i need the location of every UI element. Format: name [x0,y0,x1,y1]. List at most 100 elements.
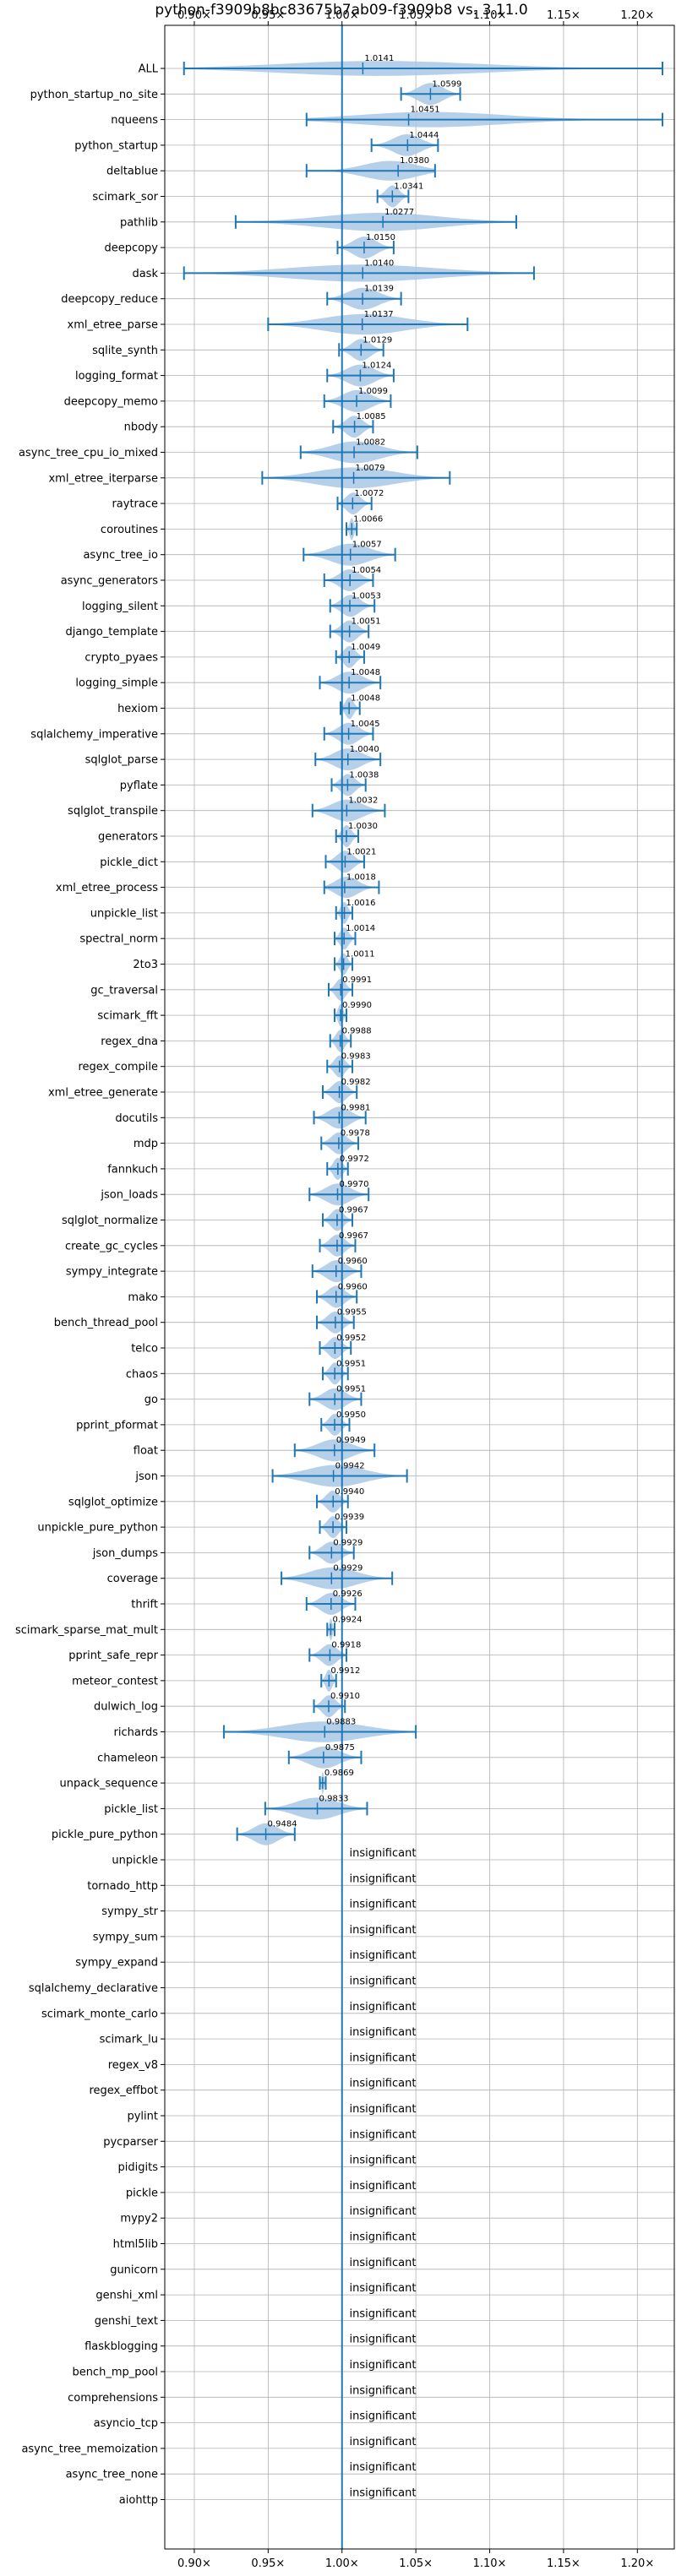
value-label: 0.9875 [325,1743,355,1753]
benchmark-name: bench_mp_pool [72,2367,158,2379]
benchmark-name: scimark_fft [97,1010,158,1023]
insignificant-label: insignificant [349,1975,416,1988]
value-label: 1.0150 [366,233,395,242]
benchmark-name: unpack_sequence [59,1778,158,1791]
benchmark-name: go [144,1394,158,1406]
value-label: 1.0140 [364,258,394,268]
value-label: 0.9484 [268,1820,297,1829]
value-label: 0.9955 [337,1308,367,1318]
benchmark-name: sympy_expand [75,1957,158,1970]
benchmark-name: richards [114,1726,159,1739]
insignificant-label: insignificant [349,2052,416,2064]
x-tick-label-bottom: 1.15× [547,2557,581,2570]
benchmark-name: 2to3 [133,959,158,971]
benchmark-name: regex_effbot [89,2084,158,2097]
value-label: 0.9960 [338,1257,368,1266]
benchmark-name: meteor_contest [72,1675,158,1687]
benchmark-name: genshi_text [95,2315,158,2328]
value-label: 0.9983 [341,1052,371,1062]
benchmark-name: fannkuch [107,1163,158,1176]
benchmark-name: deepcopy [104,242,158,255]
insignificant-label: insignificant [349,2384,416,2397]
insignificant-label: insignificant [349,1899,416,1911]
benchmark-name: python_startup [74,139,158,152]
value-label: 1.0053 [352,591,381,601]
value-label: 0.9869 [324,1769,354,1778]
value-label: 0.9883 [326,1718,356,1727]
value-label: 1.0011 [346,950,375,959]
benchmark-name: dulwich_log [94,1701,158,1714]
benchmark-name: sqlite_synth [92,345,158,357]
insignificant-label: insignificant [349,2231,416,2244]
insignificant-label: insignificant [349,1924,416,1937]
value-label: 1.0045 [351,720,380,729]
value-label: 1.0079 [356,464,385,473]
benchmark-name: deepcopy_reduce [61,293,158,306]
x-tick-label-top: 0.90× [177,9,211,22]
value-label: 0.9833 [319,1794,349,1803]
insignificant-label: insignificant [349,2103,416,2116]
insignificant-label: insignificant [349,1949,416,1962]
value-label: 1.0049 [351,643,380,652]
value-label: 1.0048 [351,694,380,704]
x-tick-label-bottom: 1.05× [399,2557,433,2570]
value-label: 0.9991 [342,976,372,985]
benchmark-name: bench_thread_pool [54,1317,158,1329]
value-label: 0.9950 [336,1410,366,1420]
value-label: 0.9929 [333,1538,363,1547]
benchmark-name: xml_etree_parse [68,319,158,332]
benchmark-name: float [134,1445,158,1458]
benchmark-name: json_dumps [92,1547,158,1560]
benchmark-name: pprint_safe_repr [68,1649,158,1662]
benchmark-name: ALL [139,63,159,76]
benchmark-name: xml_etree_process [56,882,158,894]
value-label: 1.0082 [356,438,385,448]
benchmark-name: gc_traversal [90,984,158,997]
benchmark-name: sympy_sum [93,1931,158,1943]
value-label: 0.9990 [342,1001,372,1010]
benchmark-name: dask [132,268,158,280]
insignificant-label: insignificant [349,2078,416,2090]
plot-frame [164,24,675,2550]
value-label: 1.0021 [346,847,376,856]
benchmark-name: aiohttp [119,2494,158,2507]
benchmark-name: chameleon [97,1752,158,1764]
benchmark-name: logging_format [75,370,158,383]
value-label: 1.0599 [432,79,461,89]
insignificant-label: insignificant [349,2359,416,2372]
benchmark-name: telco [131,1343,158,1356]
benchmark-name: sympy_integrate [66,1266,158,1279]
value-label: 0.9982 [341,1078,371,1087]
benchmark-name: docutils [115,1112,158,1125]
value-label: 1.0038 [349,770,379,780]
value-label: 1.0085 [357,412,386,421]
value-label: 0.9988 [342,1026,372,1035]
benchmark-name: regex_dna [101,1035,158,1048]
benchmark-name: create_gc_cycles [65,1240,158,1253]
value-label: 1.0277 [384,208,414,217]
benchmark-name: pickle [126,2187,158,2199]
value-label: 0.9981 [341,1103,370,1112]
insignificant-label: insignificant [349,1872,416,1885]
benchmark-name: json [134,1470,158,1483]
x-tick-label-top: 0.95× [251,9,285,22]
value-label: 0.9912 [330,1666,360,1676]
value-label: 0.9951 [336,1359,366,1368]
insignificant-label: insignificant [349,2257,416,2269]
benchmark-name: scimark_monte_carlo [41,2008,158,2020]
value-label: 0.9926 [333,1590,363,1599]
benchmark-name: pidigits [118,2161,159,2174]
benchmark-name: async_tree_memoization [21,2443,158,2455]
violins [183,61,662,1845]
benchmark-name: comprehensions [68,2392,158,2405]
insignificant-label: insignificant [349,2461,416,2474]
value-label: 1.0341 [394,182,423,192]
value-label: 1.0099 [358,387,388,396]
value-label: 0.9918 [331,1641,361,1650]
benchmark-name: pickle_list [104,1803,158,1816]
benchmark-name: json_loads [100,1189,158,1202]
benchmark-name: python_startup_no_site [30,89,158,101]
value-label: 0.9972 [340,1155,369,1164]
value-label: 0.9967 [339,1231,368,1241]
value-label: 0.9951 [336,1385,366,1394]
